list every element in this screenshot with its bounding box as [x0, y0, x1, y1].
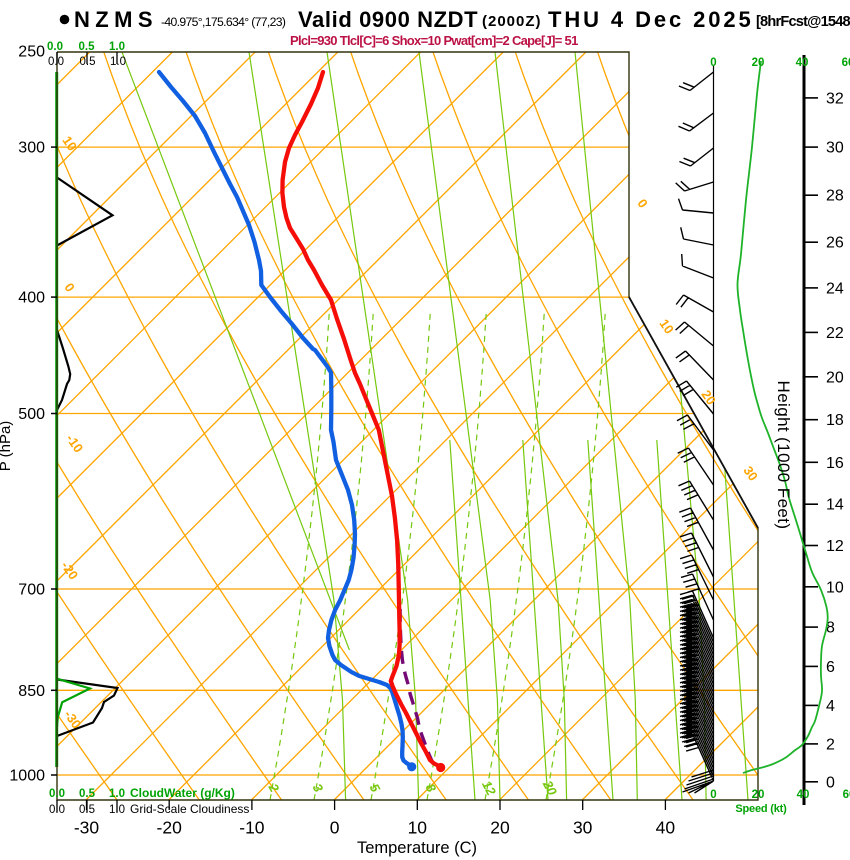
svg-text:40: 40	[656, 818, 676, 838]
svg-text:0: 0	[826, 774, 835, 791]
svg-text:-10: -10	[239, 818, 265, 838]
svg-text:10: 10	[826, 579, 844, 596]
svg-text:NZMS: NZMS	[74, 7, 158, 32]
svg-text:0: 0	[330, 818, 340, 838]
svg-text:1.0: 1.0	[109, 804, 125, 816]
svg-text:30: 30	[573, 818, 593, 838]
svg-text:0.5: 0.5	[79, 788, 96, 800]
svg-text:Speed (kt): Speed (kt)	[735, 803, 787, 815]
svg-text:P (hPa): P (hPa)	[0, 421, 14, 472]
svg-text:20: 20	[752, 789, 765, 801]
svg-text:10: 10	[656, 316, 677, 336]
svg-text:1.0: 1.0	[109, 41, 125, 53]
svg-text:16: 16	[826, 455, 844, 472]
svg-text:60: 60	[843, 789, 850, 801]
svg-text:14: 14	[826, 497, 844, 514]
svg-text:40: 40	[796, 57, 809, 69]
svg-text:THU 4 Dec 2025: THU 4 Dec 2025	[548, 7, 754, 32]
svg-text:0.0: 0.0	[48, 56, 64, 68]
svg-text:0.5: 0.5	[79, 41, 96, 53]
svg-text:32: 32	[826, 90, 844, 107]
svg-text:Grid-Scale Cloudiness: Grid-Scale Cloudiness	[130, 802, 249, 816]
svg-text:26: 26	[826, 235, 844, 252]
svg-text:400: 400	[18, 290, 45, 307]
svg-text:850: 850	[18, 683, 45, 700]
svg-text:20: 20	[752, 57, 765, 69]
svg-text:CloudWater (g/Kg): CloudWater (g/Kg)	[130, 786, 235, 800]
svg-text:0: 0	[710, 789, 716, 801]
svg-text:250: 250	[18, 44, 45, 61]
svg-text:0: 0	[710, 57, 716, 69]
svg-text:1000: 1000	[9, 768, 45, 785]
svg-text:0.5: 0.5	[80, 56, 96, 68]
svg-text:18: 18	[826, 412, 844, 429]
svg-text:1.0: 1.0	[110, 56, 126, 68]
svg-text:6: 6	[826, 659, 835, 676]
svg-text:Height (1000 Feet): Height (1000 Feet)	[774, 381, 793, 530]
svg-text:10: 10	[59, 133, 80, 153]
svg-text:-20: -20	[157, 818, 183, 838]
svg-text:500: 500	[18, 406, 45, 423]
svg-text:60: 60	[842, 57, 850, 69]
svg-text:30: 30	[826, 140, 844, 157]
svg-text:20: 20	[490, 818, 510, 838]
svg-text:4: 4	[826, 698, 835, 715]
svg-text:8: 8	[826, 620, 835, 637]
svg-text:0.5: 0.5	[79, 804, 95, 816]
svg-text:700: 700	[18, 581, 45, 598]
svg-text:12: 12	[826, 538, 844, 555]
svg-text:40: 40	[797, 789, 810, 801]
svg-text:2: 2	[826, 736, 835, 753]
svg-text:Temperature (C): Temperature (C)	[357, 839, 477, 857]
svg-text:28: 28	[826, 188, 844, 205]
svg-text:(2000Z): (2000Z)	[482, 13, 542, 30]
svg-text:0.0: 0.0	[47, 41, 63, 53]
svg-text:20: 20	[698, 387, 719, 407]
svg-text:Valid 0900 NZDT: Valid 0900 NZDT	[298, 7, 478, 32]
svg-text:0.0: 0.0	[49, 804, 65, 816]
svg-text:Plcl=930 Tlcl[C]=6 Shox=10 Pwa: Plcl=930 Tlcl[C]=6 Shox=10 Pwat[cm]=2 Ca…	[290, 33, 578, 48]
svg-text:10: 10	[408, 818, 428, 838]
svg-text:[8hrFcst@1548z]: [8hrFcst@1548z]	[756, 14, 850, 30]
svg-text:20: 20	[826, 369, 844, 386]
svg-text:30: 30	[740, 463, 761, 483]
svg-text:0.0: 0.0	[49, 788, 65, 800]
svg-text:22: 22	[826, 325, 844, 342]
svg-text:-30: -30	[74, 818, 100, 838]
svg-text:1.0: 1.0	[109, 788, 125, 800]
svg-text:300: 300	[18, 140, 45, 157]
svg-text:20: 20	[539, 777, 560, 798]
svg-text:24: 24	[826, 280, 844, 297]
svg-text:-40.975°,175.634° (77,23): -40.975°,175.634° (77,23)	[161, 15, 286, 29]
